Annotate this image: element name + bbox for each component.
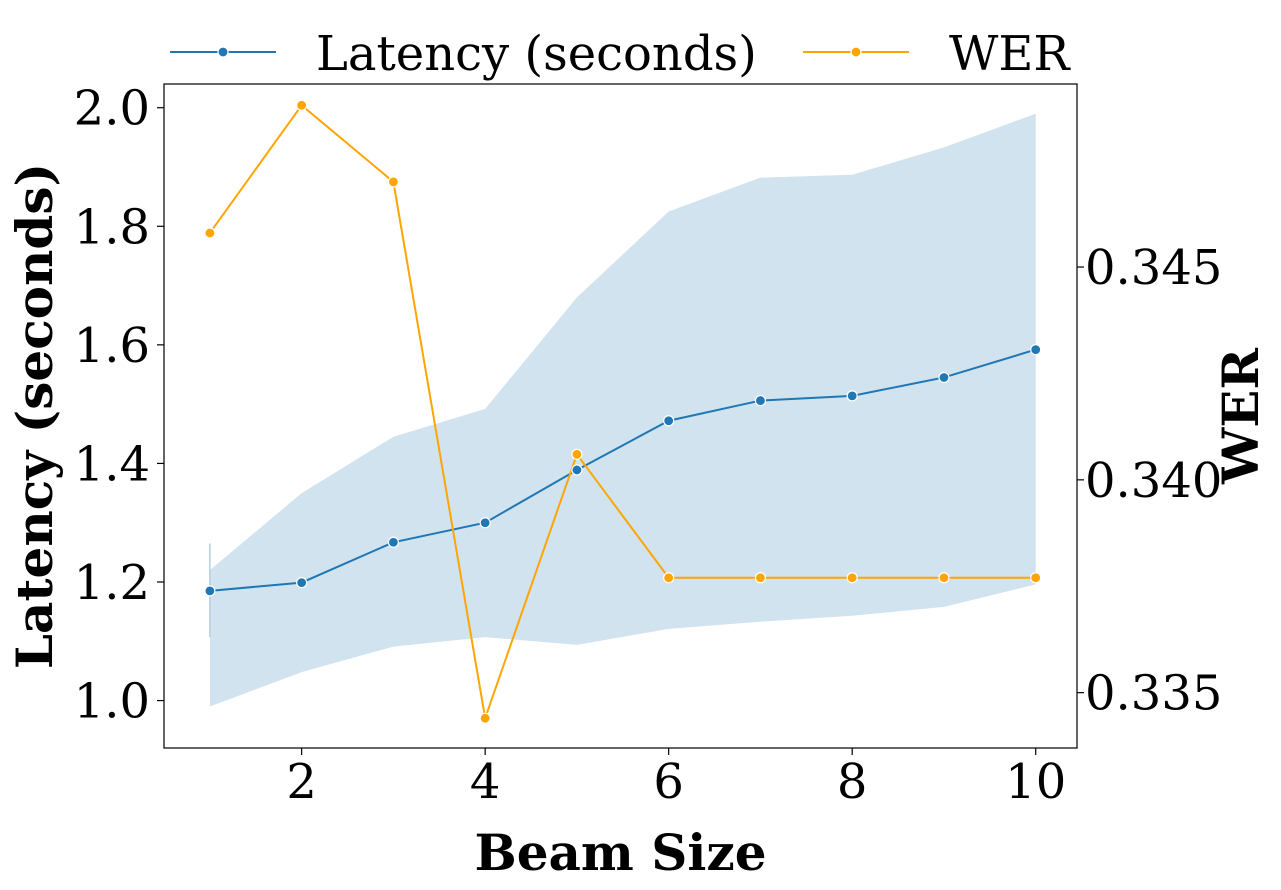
latency-band-area [209, 113, 1036, 707]
x-tick-label: 6 [653, 754, 684, 810]
axis-ticks: 2 4 6 8 10 1.0 1.2 1.4 1.6 1.8 2.0 0.335 0.340 0.345 [74, 81, 1223, 810]
right-y-tick-label: 0.345 [1085, 240, 1222, 296]
plot-frame [163, 83, 1078, 749]
legend-marker-wer [850, 46, 862, 58]
wer-line [209, 103, 1036, 719]
left-y-tick-label: 1.6 [74, 318, 150, 374]
x-tick-label: 8 [837, 754, 868, 810]
latency-confidence-band [209, 113, 1036, 707]
wer-point [1030, 572, 1042, 584]
wer-point [846, 572, 858, 584]
left-y-tick-label: 1.8 [74, 199, 150, 255]
latency-point [754, 394, 767, 407]
right-y-tick-label: 0.335 [1085, 666, 1222, 722]
latency-point [479, 517, 491, 529]
latency-point [846, 390, 858, 402]
x-axis-title: Beam Size [474, 823, 766, 882]
left-y-tick-label: 1.4 [74, 436, 150, 492]
latency-point [663, 415, 675, 427]
legend-marker-latency [217, 46, 229, 58]
wer-point [204, 227, 216, 239]
latency-point [571, 464, 583, 476]
latency-point [938, 371, 950, 384]
wer-point [663, 572, 675, 584]
wer-point [479, 712, 491, 724]
left-y-tick-label: 1.0 [74, 674, 150, 730]
wer-point [571, 448, 583, 460]
x-tick-label: 2 [286, 754, 317, 810]
wer-point [387, 176, 399, 188]
left-y-axis-title: Latency (seconds) [5, 163, 64, 669]
latency-point [1030, 344, 1042, 356]
legend-item-wer: WER [803, 26, 1071, 82]
wer-point [296, 99, 308, 111]
x-tick-label: 10 [1005, 754, 1066, 810]
latency-point [296, 576, 308, 589]
legend: Latency (seconds) WER [170, 26, 1071, 82]
x-tick-label: 4 [470, 754, 501, 810]
latency-point [204, 585, 216, 597]
legend-item-latency: Latency (seconds) [170, 26, 757, 82]
latency-line [209, 348, 1036, 592]
series-markers [204, 99, 1042, 724]
left-y-tick-label: 1.2 [74, 555, 150, 611]
right-y-tick-label: 0.340 [1085, 453, 1222, 509]
legend-label-latency: Latency (seconds) [316, 26, 757, 82]
wer-point [754, 572, 767, 584]
left-y-tick-label: 2.0 [74, 81, 150, 137]
legend-label-wer: WER [949, 26, 1071, 82]
latency-point [387, 536, 399, 548]
wer-point [938, 572, 950, 584]
series-lines [209, 103, 1036, 719]
right-y-axis-title: WER [1211, 348, 1270, 485]
